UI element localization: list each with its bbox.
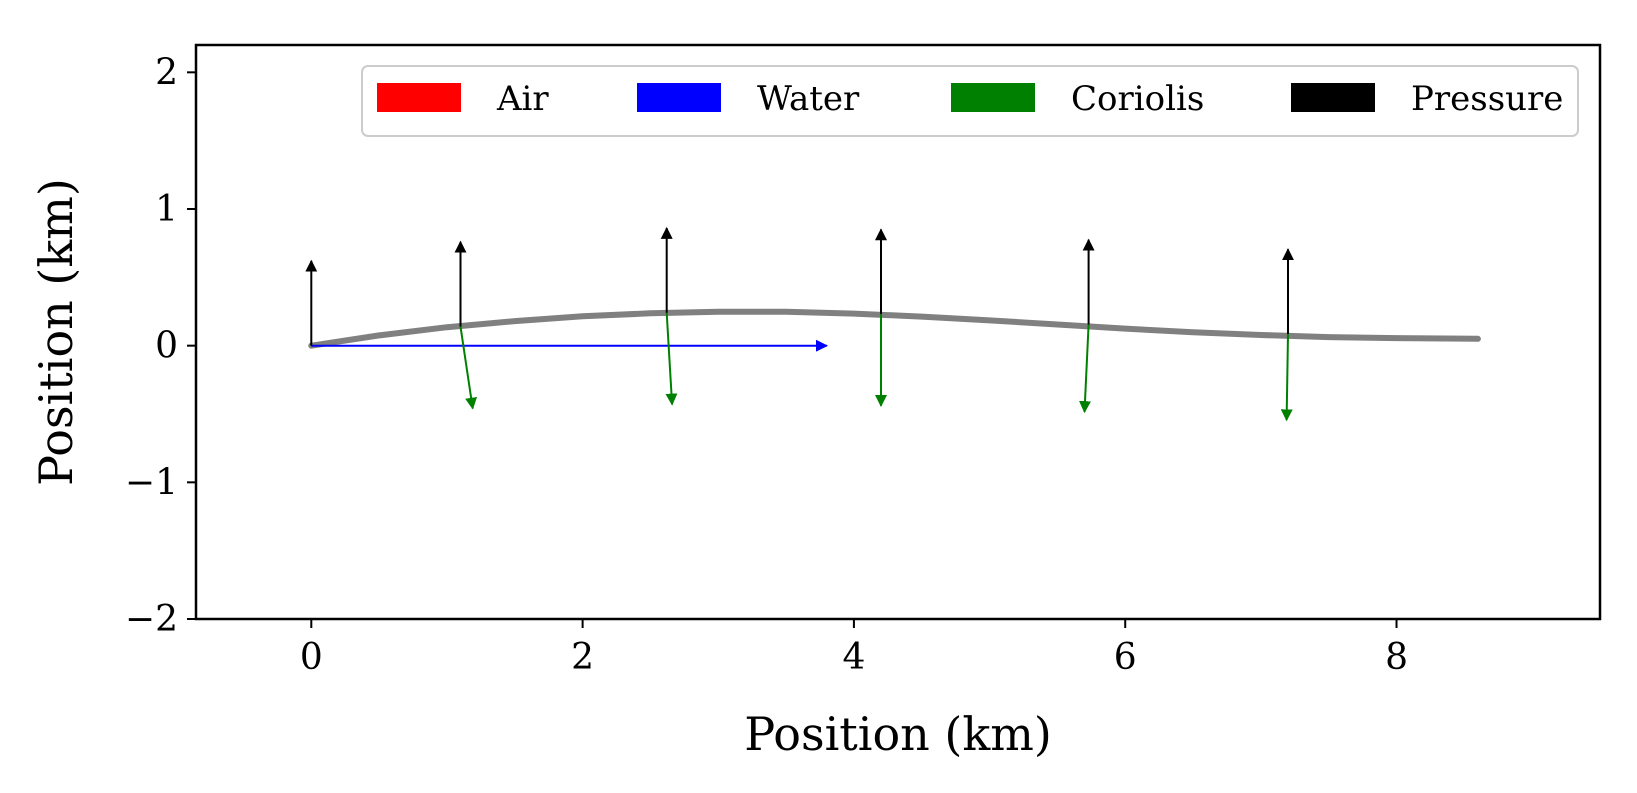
y-axis-label: Position (km) bbox=[29, 178, 83, 486]
y-tick-label: −1 bbox=[125, 462, 178, 503]
y-tick-label: 0 bbox=[155, 326, 178, 367]
x-axis-label: Position (km) bbox=[744, 707, 1052, 761]
legend: Air Water Coriolis Pressure bbox=[361, 65, 1579, 137]
coriolis-vector bbox=[1079, 324, 1091, 414]
coriolis-vector bbox=[665, 312, 678, 406]
legend-label: Air bbox=[496, 79, 549, 119]
x-tick-label: 6 bbox=[1114, 637, 1137, 678]
y-tick-label: −2 bbox=[125, 599, 178, 640]
ticks-layer: 0 2 4 6 8 −2 −1 0 1 2 bbox=[125, 52, 1408, 678]
coriolis-vector bbox=[459, 326, 478, 410]
plot-frame bbox=[194, 43, 1602, 621]
coriolis-vector bbox=[1280, 334, 1293, 422]
x-tick-label: 8 bbox=[1385, 637, 1408, 678]
x-tick-label: 0 bbox=[300, 637, 323, 678]
x-tick-label: 2 bbox=[571, 637, 594, 678]
y-tick-label: 2 bbox=[155, 52, 178, 93]
x-tick-label: 4 bbox=[842, 637, 865, 678]
legend-swatch bbox=[377, 83, 461, 112]
legend-swatch bbox=[1291, 83, 1375, 112]
trajectory-line bbox=[308, 308, 1481, 349]
legend-swatch bbox=[951, 83, 1035, 112]
legend-label: Water bbox=[757, 79, 860, 119]
legend-label: Coriolis bbox=[1071, 79, 1204, 119]
legend-label: Pressure bbox=[1411, 79, 1563, 119]
y-tick-label: 1 bbox=[155, 189, 178, 230]
plot-layer bbox=[305, 226, 1481, 422]
legend-swatch bbox=[637, 83, 721, 112]
